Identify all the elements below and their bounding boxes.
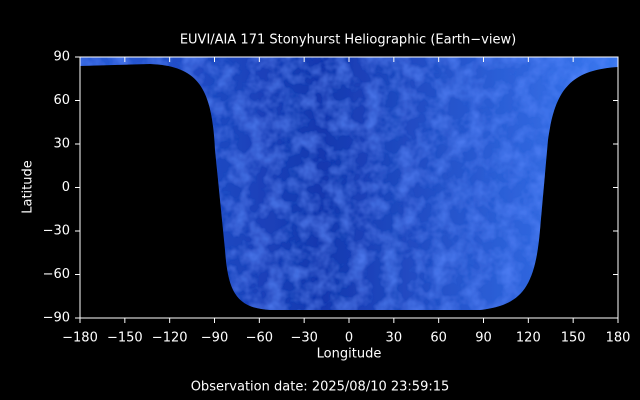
y-tick-label: −60 <box>43 267 70 282</box>
x-tick-label: 30 <box>386 331 403 346</box>
x-tick-label: −120 <box>152 331 188 346</box>
y-tick-label: 0 <box>62 180 70 195</box>
y-tick-label: 90 <box>53 50 70 65</box>
x-tick-label: −30 <box>290 331 317 346</box>
chart-title: EUVI/AIA 171 Stonyhurst Heliographic (Ea… <box>180 33 516 48</box>
observation-date: Observation date: 2025/08/10 23:59:15 <box>191 380 450 395</box>
y-tick-label: 60 <box>53 93 70 108</box>
y-axis-label: Latitude <box>21 160 36 214</box>
x-tick-label: 60 <box>430 331 447 346</box>
x-tick-label: −150 <box>107 331 143 346</box>
y-tick-label: −90 <box>43 311 70 326</box>
solar-map <box>80 57 618 310</box>
x-tick-label: 150 <box>561 331 586 346</box>
x-axis-label: Longitude <box>317 347 382 362</box>
x-tick-label: 90 <box>475 331 492 346</box>
x-tick-label: −180 <box>62 331 98 346</box>
y-tick-label: −30 <box>43 224 70 239</box>
x-tick-label: 120 <box>516 331 541 346</box>
y-tick-label: 30 <box>53 137 70 152</box>
x-tick-label: 180 <box>606 331 631 346</box>
x-tick-label: −60 <box>246 331 273 346</box>
map-image <box>79 56 619 319</box>
x-tick-label: 0 <box>345 331 353 346</box>
x-tick-label: −90 <box>201 331 228 346</box>
